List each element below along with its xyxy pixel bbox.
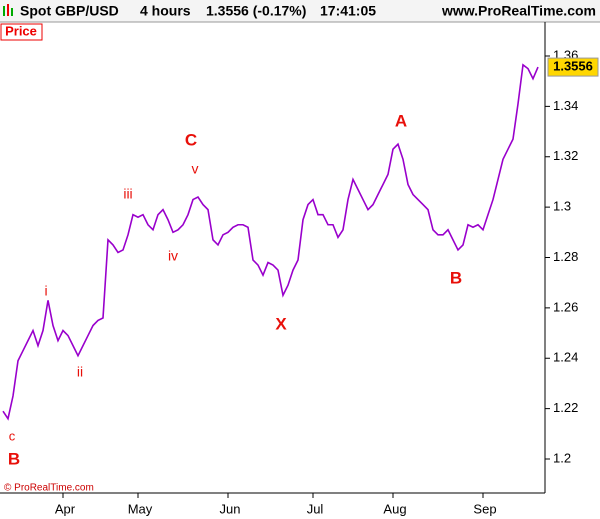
last-value-box: [547, 57, 599, 77]
last-value: 1.3556: [553, 59, 593, 74]
y-tick-label: 1.32: [553, 148, 578, 163]
header-time: 17:41:05: [320, 3, 376, 19]
y-tick-label: 1.28: [553, 249, 578, 264]
y-tick-label: 1.22: [553, 400, 578, 415]
wave-label: c: [9, 428, 16, 443]
wave-label: i: [44, 283, 47, 299]
wave-label: iii: [123, 186, 132, 202]
x-tick-label: Jul: [307, 501, 324, 516]
wave-label: ii: [77, 364, 83, 380]
y-tick-label: 1.2: [553, 450, 571, 465]
y-tick-label: 1.3: [553, 199, 571, 214]
symbol: Spot GBP/USD: [20, 3, 119, 19]
site: www.ProRealTime.com: [441, 3, 596, 19]
header-price: 1.3556 (-0.17%): [206, 3, 306, 19]
y-tick-label: 1.34: [553, 98, 578, 113]
panel-label-box: [0, 23, 43, 41]
header-bar: [0, 0, 600, 22]
x-tick-label: Sep: [473, 501, 496, 516]
wave-label: X: [275, 314, 287, 333]
wave-label: iv: [168, 248, 178, 264]
wave-label: B: [450, 268, 462, 287]
timeframe: 4 hours: [140, 3, 191, 19]
wave-label: v: [192, 161, 199, 177]
x-tick-label: Jun: [220, 501, 241, 516]
panel-label: Price: [5, 23, 37, 38]
y-tick-label: 1.26: [553, 299, 578, 314]
header-icon: [3, 4, 13, 16]
wave-label: C: [185, 130, 197, 149]
x-tick-label: Apr: [55, 501, 76, 516]
wave-label: B: [8, 449, 20, 468]
price-line: [2, 63, 539, 421]
y-tick-label: 1.24: [553, 350, 578, 365]
x-tick-label: May: [128, 501, 153, 516]
x-tick-label: Aug: [383, 501, 406, 516]
copyright: © ProRealTime.com: [4, 483, 94, 494]
wave-label: A: [395, 111, 407, 130]
